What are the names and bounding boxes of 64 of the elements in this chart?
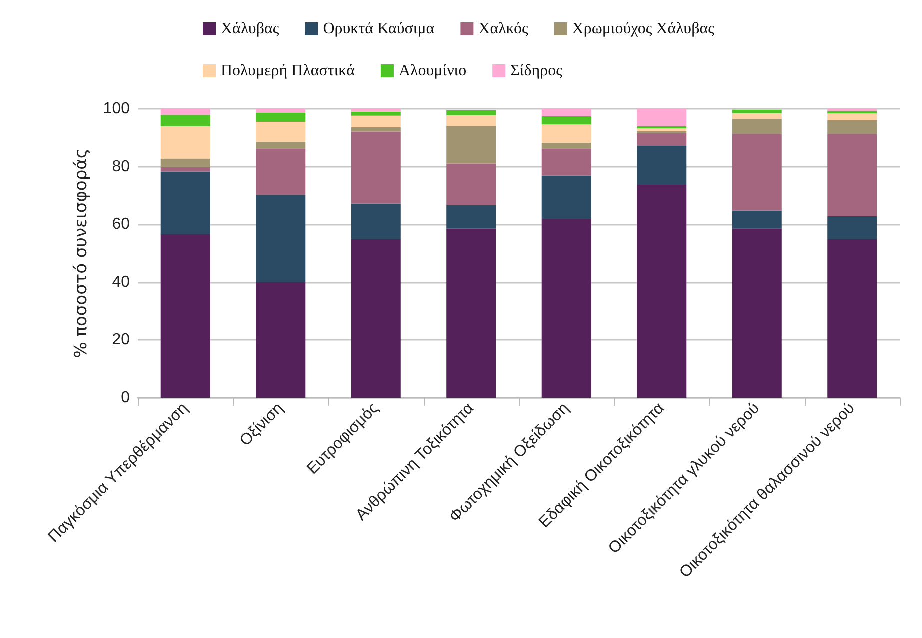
bar	[732, 119, 782, 134]
bar	[256, 282, 306, 398]
y-tick-label: 0	[121, 390, 130, 406]
bar	[446, 115, 496, 126]
bar	[351, 204, 401, 240]
bar	[256, 142, 306, 149]
bar	[732, 134, 782, 211]
bar	[828, 120, 878, 134]
bar	[732, 210, 782, 229]
bar	[256, 122, 306, 142]
bar	[351, 132, 401, 204]
bar	[351, 127, 401, 132]
legend-label: Χρωμιούχος Χάλυβας	[572, 20, 716, 38]
bar	[160, 172, 210, 234]
bar	[828, 216, 878, 240]
bar	[446, 110, 496, 116]
bar	[351, 109, 401, 112]
bar	[160, 126, 210, 159]
bar	[828, 134, 878, 217]
bar	[732, 110, 782, 114]
bar	[351, 116, 401, 128]
bar	[637, 109, 687, 126]
y-tick-label: 20	[112, 332, 130, 349]
legend-label: Αλουμίνιο	[398, 62, 467, 80]
bar	[446, 164, 496, 206]
bar	[542, 142, 592, 149]
bar	[160, 158, 210, 168]
y-tick-label: 100	[103, 100, 130, 118]
bar	[351, 112, 401, 116]
bar	[637, 128, 687, 132]
bar	[160, 109, 210, 116]
bar	[256, 112, 306, 122]
bar	[542, 176, 592, 220]
bar	[732, 228, 782, 398]
bar	[351, 239, 401, 398]
legend-label: Ορυκτά Καύσιμα	[323, 20, 436, 38]
bar	[542, 219, 592, 398]
bar	[542, 116, 592, 125]
legend-label: Σίδηρος	[510, 62, 564, 80]
y-tick-label: 40	[112, 274, 130, 291]
bar	[446, 126, 496, 164]
legend-label: Χαλκός	[478, 20, 529, 38]
bar	[637, 133, 687, 146]
bar	[637, 185, 687, 398]
y-axis-title: % ποσοστό συνεισφοράς	[72, 148, 92, 358]
bar	[637, 146, 687, 186]
bar	[160, 115, 210, 126]
legend-label: Πολυμερή Πλαστικά	[221, 62, 356, 80]
bar	[828, 239, 878, 398]
bar	[446, 228, 496, 398]
legend-label: Χάλυβας	[221, 20, 280, 38]
bar	[160, 234, 210, 398]
bar	[256, 195, 306, 282]
y-tick-label: 60	[112, 216, 130, 234]
y-tick-label: 80	[112, 158, 130, 176]
bar	[256, 148, 306, 196]
bar	[828, 114, 878, 121]
bar	[160, 167, 210, 172]
bar	[542, 109, 592, 117]
bar	[542, 148, 592, 176]
bar	[446, 205, 496, 229]
bar	[542, 124, 592, 143]
bar	[256, 109, 306, 113]
bar	[732, 113, 782, 120]
